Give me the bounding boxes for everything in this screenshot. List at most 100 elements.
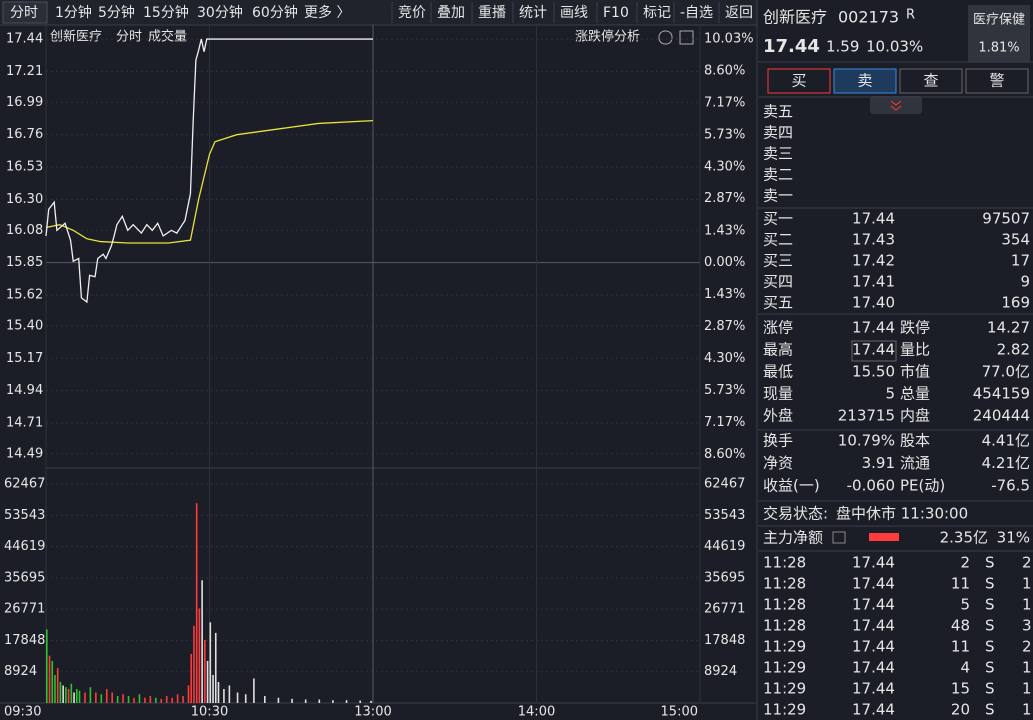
volume-bar <box>291 698 293 703</box>
main-flow-value: 2.35亿 <box>940 529 988 547</box>
action-button-box[interactable] <box>965 68 1029 94</box>
trade-time: 11:28 <box>763 554 806 572</box>
action-button-box[interactable] <box>833 68 897 94</box>
main-flow-pct: 31% <box>997 529 1030 547</box>
trade-price: 17.44 <box>852 701 895 719</box>
volume-bar <box>212 674 214 703</box>
volume-bar <box>127 695 130 703</box>
period-tab[interactable]: 15分钟 <box>143 4 189 21</box>
stat-value: 5 <box>885 385 895 403</box>
y-tick-label: 15.17 <box>6 351 43 366</box>
buy-volume: 9 <box>1020 273 1030 291</box>
volume-bar <box>70 683 73 703</box>
volume-bar <box>67 688 70 703</box>
settings-icon[interactable] <box>658 30 673 45</box>
y2-tick-label: 1.43% <box>704 287 745 302</box>
volume-tick-label-right: 62467 <box>704 476 745 491</box>
trade-time: 11:29 <box>763 701 806 719</box>
stat-label: 市值 <box>900 363 930 381</box>
buy-price: 17.41 <box>852 273 895 291</box>
trade-side: S <box>985 575 995 593</box>
volume-tick-label-right: 44619 <box>704 539 745 554</box>
buy-price: 17.43 <box>852 231 895 249</box>
action-button[interactable]: 卖 <box>857 72 872 90</box>
volume-bar <box>253 678 255 703</box>
trade-volume: 11 <box>951 638 970 656</box>
fundamental-label: 净资 <box>763 454 793 472</box>
period-tab[interactable]: 60分钟 <box>252 4 298 21</box>
fundamental-value: 3.91 <box>862 454 895 472</box>
close-icon[interactable] <box>679 30 694 45</box>
tool-button[interactable]: 标记 <box>643 5 671 21</box>
action-button[interactable]: 查 <box>923 72 938 90</box>
high-highlight <box>851 340 897 362</box>
stat-label: 现量 <box>763 385 793 403</box>
trade-count: 2 <box>1022 638 1032 656</box>
analysis-link[interactable]: 涨跌停分析 <box>575 29 640 45</box>
trade-time: 11:29 <box>763 680 806 698</box>
period-tab[interactable]: 分时 <box>10 5 38 21</box>
trade-side: S <box>985 638 995 656</box>
stat-label: 总量 <box>900 385 930 403</box>
period-tab[interactable]: 30分钟 <box>197 4 243 21</box>
fundamental-label: PE(动) <box>900 477 945 495</box>
volume-bar <box>89 687 92 703</box>
tool-button[interactable]: 画线 <box>560 5 588 21</box>
flow-icon[interactable] <box>832 531 846 544</box>
average-line <box>45 119 374 244</box>
action-button[interactable]: 警 <box>989 72 1004 90</box>
tool-button[interactable]: 重播 <box>478 5 506 21</box>
y-tick-label: 14.94 <box>6 383 43 398</box>
tool-button[interactable]: F10 <box>603 5 629 21</box>
stock-name: 创新医疗 <box>763 8 827 27</box>
period-tab[interactable]: 1分钟 <box>55 4 92 21</box>
stat-value: 77.0亿 <box>982 363 1030 381</box>
buy-volume: 354 <box>1001 231 1030 249</box>
action-button[interactable]: 买 <box>791 72 806 90</box>
y2-tick-label: 7.17% <box>704 415 745 430</box>
volume-bar <box>193 625 195 703</box>
trade-count: 1 <box>1022 596 1032 614</box>
price-change: 1.59 <box>826 38 859 56</box>
sector-box[interactable] <box>968 5 1030 62</box>
tool-button[interactable]: 叠加 <box>437 5 465 21</box>
volume-bar <box>345 700 348 703</box>
sector-name[interactable]: 医疗保健 <box>973 13 1025 28</box>
stat-label: 量比 <box>900 341 930 359</box>
volume-bar <box>111 692 113 703</box>
trade-side: S <box>985 617 995 635</box>
volume-bar <box>201 580 203 703</box>
tool-button[interactable]: -自选 <box>680 5 713 21</box>
trade-time: 11:28 <box>763 596 806 614</box>
volume-bar <box>95 692 97 703</box>
buy-price: 17.44 <box>852 210 895 228</box>
y2-tick-label: 2.87% <box>704 191 745 206</box>
volume-bar <box>144 697 146 703</box>
stat-label: 最高 <box>763 341 793 359</box>
trade-time: 11:28 <box>763 617 806 635</box>
trade-side: S <box>985 701 995 719</box>
fundamental-label: 流通 <box>900 454 930 472</box>
trade-side: S <box>985 659 995 677</box>
action-button-box[interactable] <box>899 68 963 94</box>
tool-button[interactable]: 竞价 <box>398 4 426 21</box>
volume-bar <box>165 695 168 703</box>
volume-tick-label: 44619 <box>4 539 45 554</box>
tool-button[interactable]: 统计 <box>519 5 547 21</box>
trade-count: 1 <box>1022 659 1032 677</box>
y-tick-label: 17.44 <box>6 32 43 47</box>
volume-bar <box>264 695 266 703</box>
period-tab[interactable]: 更多 〉 <box>304 4 350 21</box>
y2-tick-label: 5.73% <box>704 127 745 142</box>
period-tab[interactable]: 5分钟 <box>98 4 135 21</box>
volume-tick-label: 17848 <box>4 633 45 648</box>
volume-tick-label: 62467 <box>4 476 45 491</box>
trade-volume: 11 <box>951 575 970 593</box>
tool-button[interactable]: 返回 <box>725 5 753 21</box>
trade-volume: 48 <box>951 617 970 635</box>
volume-bar <box>171 697 173 703</box>
chart-mode-label: 分时 <box>116 30 142 45</box>
action-button-box[interactable] <box>767 68 831 94</box>
trade-time: 11:28 <box>763 575 806 593</box>
